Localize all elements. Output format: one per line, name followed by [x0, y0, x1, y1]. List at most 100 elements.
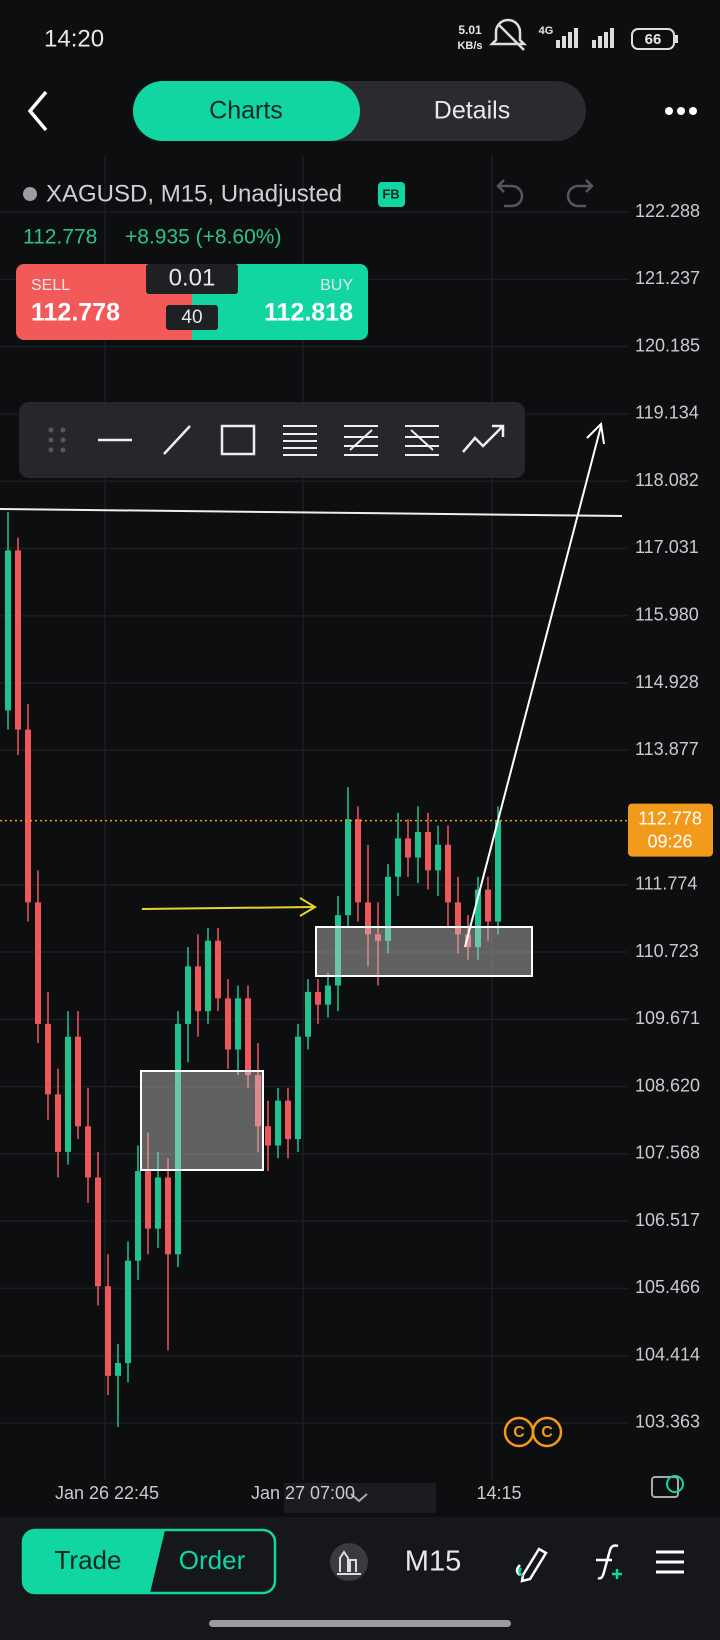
status-time: 14:20: [44, 25, 104, 52]
candle-body: [465, 934, 471, 948]
screenshot-button[interactable]: [651, 1476, 679, 1498]
candle-body: [375, 934, 381, 941]
candle-body: [165, 1177, 171, 1255]
y-tick-label: 117.031: [635, 537, 699, 557]
indicator-button[interactable]: [596, 1544, 619, 1580]
y-tick-label: 111.774: [635, 874, 697, 894]
y-tick-label: 107.568: [635, 1143, 700, 1163]
candle-body: [305, 991, 311, 1037]
back-button[interactable]: [27, 90, 48, 132]
candle-body: [185, 966, 191, 1024]
candle-body: [125, 1260, 131, 1364]
sell-price: 112.778: [31, 299, 120, 327]
y-tick-label: 106.517: [635, 1210, 700, 1230]
candle-body: [425, 831, 431, 871]
candle-body: [345, 819, 351, 916]
candle-body: [475, 889, 481, 948]
collapse-chevron: [350, 1493, 368, 1503]
toolbar-icons: [98, 424, 505, 456]
redo-button[interactable]: [566, 179, 594, 208]
symbol-name: XAGUSD, M15, Unadjusted: [46, 180, 342, 207]
candle-body: [95, 1177, 101, 1287]
candle-body: [195, 966, 201, 1012]
candle-body: [225, 998, 231, 1050]
y-tick-label: 105.466: [635, 1277, 700, 1297]
candle-body: [385, 876, 391, 941]
more-menu[interactable]: [665, 107, 697, 115]
candle-body: [65, 1036, 71, 1152]
candle-body: [45, 1023, 51, 1095]
spread: 40: [181, 307, 202, 328]
y-tick-label: 113.877: [635, 739, 699, 759]
quote-price: 112.778: [23, 226, 97, 249]
drawn-zone: [315, 926, 533, 977]
candle-body: [335, 915, 341, 986]
lot-box[interactable]: [146, 264, 238, 294]
candle-body: [285, 1100, 291, 1140]
x-label: Jan 26 22:45: [55, 1483, 159, 1503]
chart-plot: 122.288 121.237 120.185 119.134 118.082 117.0…: [0, 155, 700, 1480]
buy-price: 112.818: [264, 299, 353, 327]
tool-trend-line[interactable]: [163, 425, 191, 455]
y-tick-label: 122.288: [635, 201, 700, 221]
trade-tab[interactable]: [23, 1530, 165, 1593]
current-price-label: 112.778: [638, 808, 702, 828]
candle-body: [115, 1363, 121, 1376]
candle-body: [145, 1171, 151, 1229]
timeframe[interactable]: M15: [405, 1546, 461, 1578]
y-tick-label: 115.980: [635, 604, 699, 624]
collapse-handle[interactable]: [284, 1483, 436, 1513]
logo-letter: C: [513, 1424, 525, 1441]
tab-active[interactable]: [133, 81, 360, 141]
y-tick-label: 103.363: [635, 1412, 700, 1432]
chart-type-icon: [337, 1550, 361, 1575]
candle-body: [245, 998, 251, 1076]
lot-size: 0.01: [169, 264, 216, 291]
tool-fib[interactable]: [283, 425, 317, 456]
indicator-plus: [612, 1569, 622, 1579]
countdown-label: 09:26: [647, 831, 692, 851]
trade-label[interactable]: Trade: [55, 1545, 122, 1575]
drawn-arrow: [464, 425, 602, 948]
tab-details[interactable]: Details: [434, 97, 510, 125]
logo-letter: C: [541, 1424, 553, 1441]
candle-body: [275, 1100, 281, 1146]
drawn-arrow: [141, 906, 314, 910]
draw-accent: [518, 1567, 524, 1578]
quote-change: +8.935 (+8.60%): [125, 226, 281, 249]
candle-body: [255, 1075, 261, 1127]
status-speed: 5.01: [458, 23, 482, 37]
candle-body: [295, 1036, 301, 1140]
drawn-zone: [140, 1070, 264, 1171]
toolbar-grip: [48, 427, 66, 453]
tool-pitchfork[interactable]: [405, 425, 439, 456]
battery-icon: [631, 28, 675, 50]
logo-circle: [531, 1416, 563, 1448]
undo-button[interactable]: [496, 179, 524, 208]
candle-body: [435, 844, 441, 871]
status-network: 4G: [539, 25, 554, 37]
drawn-arrow-head: [299, 897, 317, 917]
menu-button[interactable]: [656, 1550, 684, 1574]
battery-tip: [675, 35, 678, 43]
y-tick-label: 121.237: [635, 268, 700, 288]
badge-text: FB: [382, 186, 399, 201]
order-label[interactable]: Order: [179, 1545, 246, 1575]
y-tick-label: 118.082: [635, 470, 699, 490]
tool-rectangle[interactable]: [220, 424, 256, 456]
tab-charts[interactable]: Charts: [209, 97, 283, 125]
home-indicator: [209, 1620, 511, 1627]
tool-path[interactable]: [462, 424, 505, 453]
y-tick-label: 114.928: [635, 672, 699, 692]
y-tick-label: 119.134: [635, 403, 699, 423]
candle-body: [265, 1126, 271, 1146]
candle-body: [485, 889, 491, 922]
candle-body: [75, 1036, 81, 1127]
current-price-tag: [628, 803, 713, 857]
battery-level: 66: [645, 31, 662, 48]
candle-body: [315, 991, 321, 1005]
y-tick-label: 108.620: [635, 1075, 700, 1095]
candle-body: [415, 831, 421, 858]
tool-fib-channel[interactable]: [344, 425, 378, 456]
